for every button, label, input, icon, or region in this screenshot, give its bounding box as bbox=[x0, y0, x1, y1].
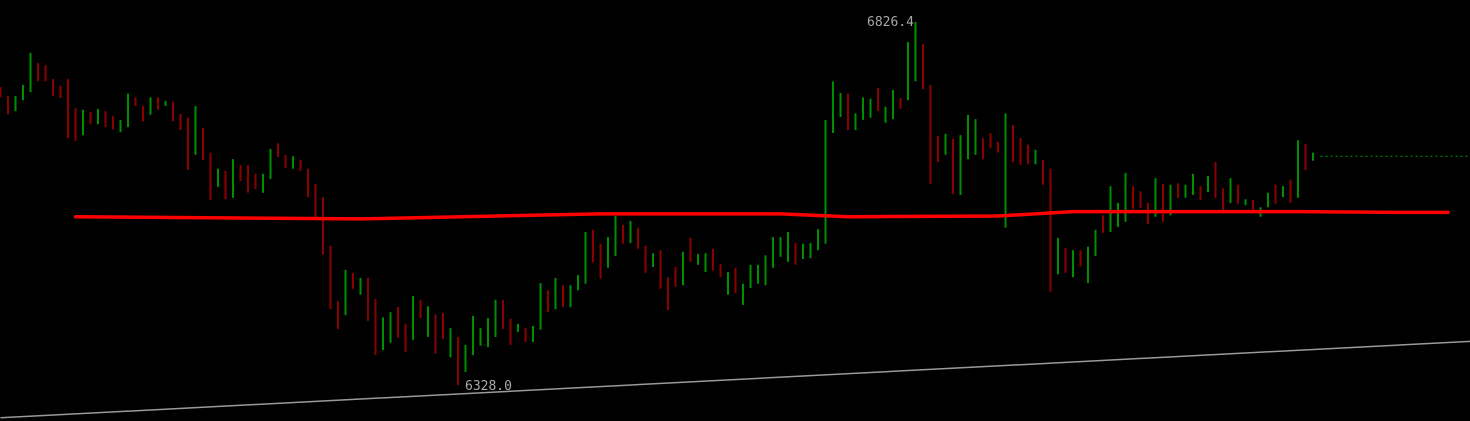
bars-layer bbox=[0, 21, 1470, 385]
support-trendline bbox=[0, 340, 1470, 419]
high-price-label: 6826.4 bbox=[867, 15, 914, 30]
trendline-layer bbox=[0, 340, 1470, 419]
low-price-label: 6328.0 bbox=[465, 379, 512, 394]
drawn-horizontal-line bbox=[73, 209, 1450, 221]
annotation-layer bbox=[73, 209, 1450, 221]
